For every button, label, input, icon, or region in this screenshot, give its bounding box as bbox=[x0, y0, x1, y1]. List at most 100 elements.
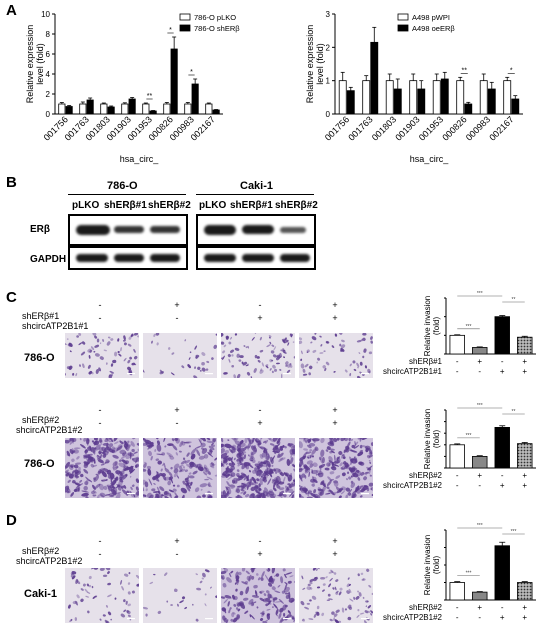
stained-cell bbox=[334, 586, 337, 591]
stained-cell bbox=[328, 438, 334, 440]
y-axis-label: Relative expressionlevel (fold) bbox=[305, 25, 325, 104]
stained-cell bbox=[238, 359, 242, 362]
y-tick-label: 2 bbox=[326, 43, 331, 52]
stained-cell bbox=[311, 455, 314, 458]
stained-cell bbox=[326, 486, 330, 490]
stained-cell bbox=[146, 492, 152, 498]
stained-cell bbox=[241, 581, 248, 585]
stained-cell bbox=[245, 570, 250, 575]
stained-cell bbox=[124, 573, 129, 577]
legend-swatch bbox=[179, 24, 191, 32]
stained-cell bbox=[284, 592, 289, 595]
stained-cell bbox=[271, 370, 274, 374]
stained-cell bbox=[307, 456, 310, 459]
stained-cell bbox=[231, 612, 235, 618]
stained-cell bbox=[304, 606, 309, 610]
d-row1-sign: - bbox=[98, 536, 102, 546]
stained-cell bbox=[166, 600, 169, 603]
c1-row2-sign: - bbox=[175, 313, 179, 323]
stained-cell bbox=[124, 445, 128, 450]
stained-cell bbox=[145, 613, 148, 617]
stained-cell bbox=[236, 444, 242, 450]
stained-cell bbox=[284, 581, 288, 585]
stained-cell bbox=[186, 463, 193, 468]
stained-cell bbox=[234, 582, 237, 585]
panel-letter-b: B bbox=[6, 174, 17, 191]
stained-cell bbox=[221, 333, 224, 337]
stained-cell bbox=[78, 342, 83, 346]
stained-cell bbox=[170, 604, 173, 606]
stained-cell bbox=[272, 364, 276, 369]
stained-cell bbox=[131, 458, 134, 461]
x-row2-label: shcircATP2B1#2 bbox=[383, 613, 443, 622]
stained-cell bbox=[370, 340, 373, 344]
stained-cell bbox=[293, 468, 295, 472]
stained-cell bbox=[103, 450, 109, 456]
stained-cell bbox=[111, 446, 116, 450]
stained-cell bbox=[205, 368, 209, 371]
stained-cell bbox=[260, 438, 263, 440]
stained-cell bbox=[318, 456, 322, 460]
stained-cell bbox=[173, 468, 179, 474]
stained-cell bbox=[359, 495, 363, 498]
x-sign-row2: - bbox=[478, 613, 481, 622]
stained-cell bbox=[164, 572, 168, 577]
stained-cell bbox=[264, 574, 269, 582]
stained-cell bbox=[259, 597, 265, 602]
significance-label: *** bbox=[477, 291, 483, 297]
stained-cell bbox=[245, 445, 250, 449]
stained-cell bbox=[251, 595, 260, 598]
stained-cell bbox=[241, 485, 246, 489]
stained-cell bbox=[88, 575, 92, 580]
stained-cell bbox=[345, 445, 350, 450]
stained-cell bbox=[80, 598, 84, 603]
stained-cell bbox=[183, 441, 190, 444]
stained-cell bbox=[261, 471, 266, 478]
d-invasion-chart: Relative invasion(fold)--+--+++shERβ#2sh… bbox=[383, 523, 536, 622]
stained-cell bbox=[85, 479, 89, 486]
stained-cell bbox=[132, 457, 139, 463]
stained-cell bbox=[363, 476, 367, 481]
bar bbox=[393, 88, 402, 115]
c2-micrograph-2 bbox=[143, 438, 217, 498]
stained-cell bbox=[350, 439, 354, 441]
stained-cell bbox=[364, 610, 369, 614]
bar bbox=[107, 106, 115, 115]
stained-cell bbox=[133, 363, 137, 366]
legend-label: A498 oeERβ bbox=[412, 24, 455, 33]
stained-cell bbox=[119, 479, 124, 483]
stained-cell bbox=[344, 369, 348, 373]
c2-micrograph-1 bbox=[65, 438, 139, 498]
stained-cell bbox=[99, 356, 104, 360]
bar bbox=[86, 99, 94, 115]
stained-cell bbox=[234, 347, 240, 351]
stained-cell bbox=[262, 620, 268, 623]
stained-cell bbox=[228, 572, 232, 578]
stained-cell bbox=[225, 462, 229, 466]
stained-cell bbox=[319, 335, 322, 338]
stained-cell bbox=[184, 469, 188, 473]
stained-cell bbox=[199, 438, 202, 442]
stained-cell bbox=[247, 463, 254, 469]
stained-cell bbox=[258, 472, 263, 477]
stained-cell bbox=[356, 471, 362, 477]
scale-bar bbox=[205, 618, 213, 620]
stained-cell bbox=[155, 471, 159, 474]
bar bbox=[472, 456, 488, 469]
stained-cell bbox=[318, 463, 326, 469]
stained-cell bbox=[102, 614, 106, 617]
stained-cell bbox=[353, 596, 356, 600]
x-sign-row2: - bbox=[478, 367, 481, 376]
stained-cell bbox=[98, 483, 104, 491]
bar bbox=[163, 103, 171, 115]
stained-cell bbox=[97, 471, 101, 475]
stained-cell bbox=[353, 368, 357, 372]
bar bbox=[65, 106, 73, 115]
panel-letter-a: A bbox=[6, 2, 17, 19]
stained-cell bbox=[331, 450, 335, 454]
stained-cell bbox=[322, 583, 326, 586]
stained-cell bbox=[320, 470, 324, 475]
stained-cell bbox=[80, 473, 84, 478]
stained-cell bbox=[258, 483, 261, 487]
stained-cell bbox=[65, 373, 66, 376]
